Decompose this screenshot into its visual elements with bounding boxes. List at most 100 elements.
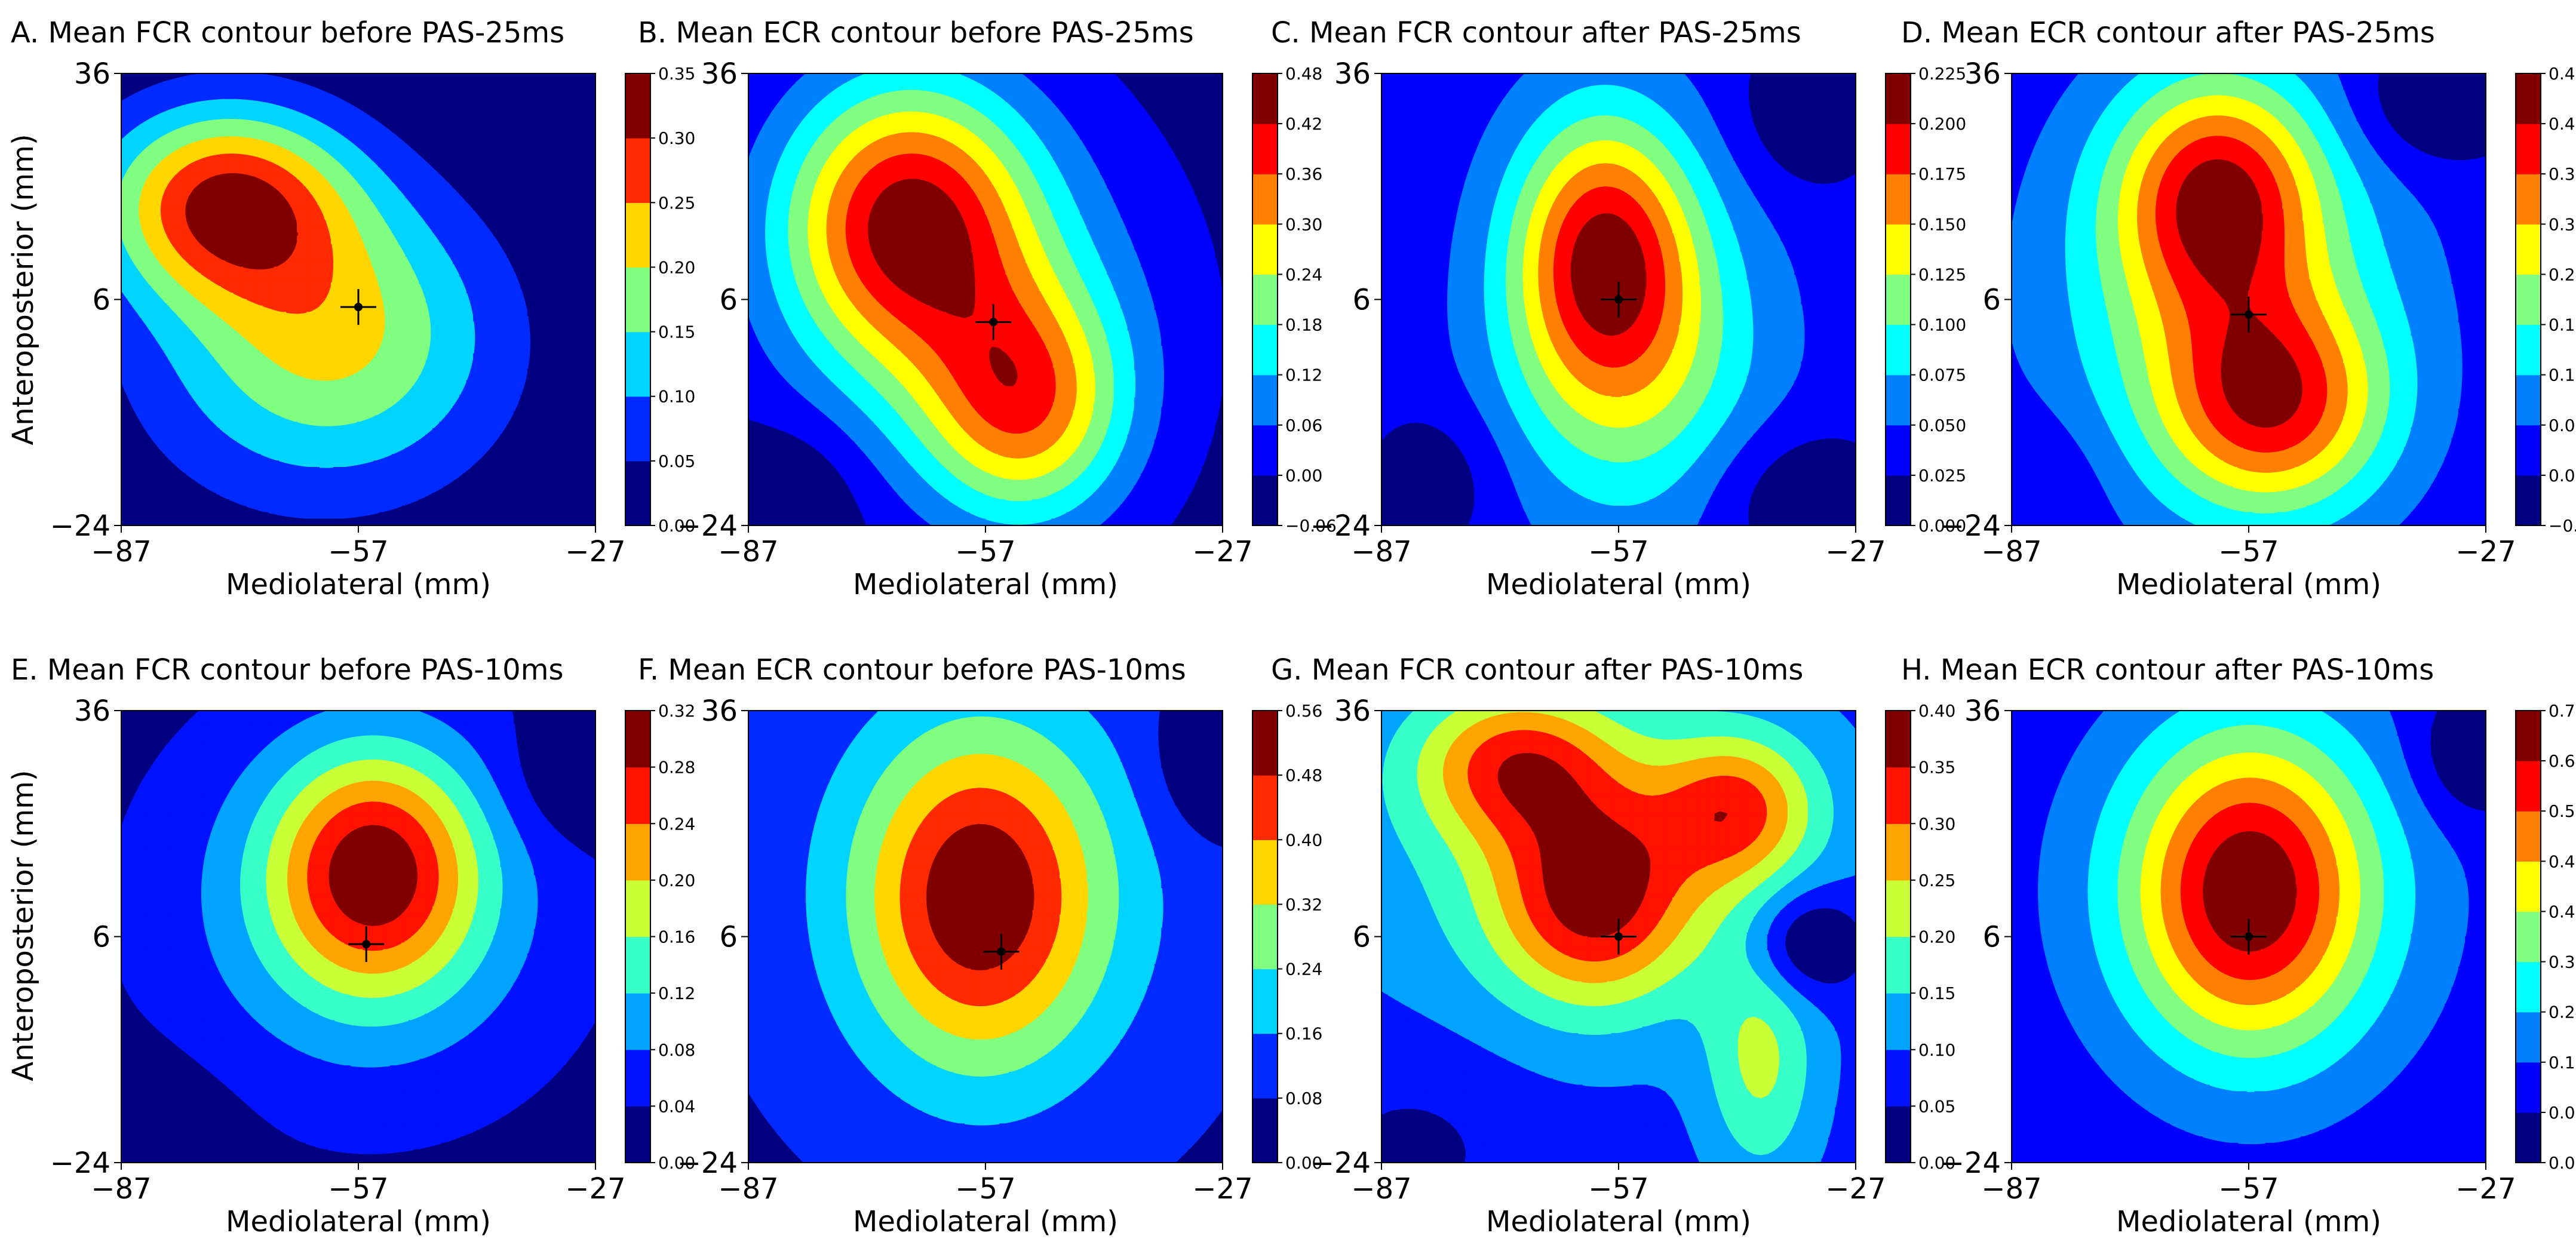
x-tick-label: −87	[718, 535, 778, 568]
colorbar-tick-label: 0.12	[1285, 365, 1322, 385]
colorbar-tick-label: 0.35	[658, 64, 695, 84]
colorbar-band	[1252, 73, 1278, 124]
colorbar-tick-label: 0.24	[658, 814, 695, 834]
colorbar-tick-label: 0.10	[1918, 1040, 1955, 1060]
panel-E: −87 −57 −27 36 6 −24 Mediolateral (mm) E. Mean …	[11, 653, 695, 1238]
x-tick-label: −57	[1588, 535, 1648, 568]
hotspot-marker-H	[2231, 918, 2267, 955]
panel-title: F. Mean ECR contour before PAS-10ms	[638, 653, 1186, 687]
colorbar-band	[1252, 374, 1278, 426]
x-tick-label: −87	[91, 1172, 151, 1206]
colorbar-band	[1886, 374, 1911, 426]
colorbar-band	[2516, 274, 2541, 325]
colorbar-tick-label: 0.28	[658, 758, 695, 777]
colorbar-band	[1252, 124, 1278, 174]
colorbar-H: 0.00 0.08 0.16 0.24 0.32 0.40 0.48 0.56 0.64 0.72	[2515, 701, 2576, 1173]
hotspot-marker-E	[348, 926, 385, 963]
x-tick-label: −27	[2455, 1172, 2516, 1206]
y-tick-label: 6	[1352, 284, 1371, 317]
colorbar-band	[1886, 823, 1911, 881]
colorbar-D: −0.06 0.00 0.06 0.12 0.18 0.24 0.30 0.36 0.42 0.4…	[2515, 64, 2576, 536]
colorbar-tick-label: 0.16	[658, 927, 695, 947]
contour-fill-H	[2012, 711, 2486, 1163]
colorbar-band	[625, 396, 650, 462]
colorbar-A: 0.00 0.05 0.10 0.15 0.20 0.25 0.30 0.35	[625, 64, 695, 536]
colorbar-band	[1886, 993, 1911, 1050]
colorbar-band	[1886, 880, 1911, 938]
panel-title: A. Mean FCR contour before PAS-25ms	[11, 16, 564, 50]
colorbar-band	[625, 73, 650, 139]
colorbar-tick-label: 0.100	[1918, 315, 1966, 335]
x-tick-label: −57	[328, 1172, 388, 1206]
colorbar-band	[1886, 936, 1911, 994]
colorbar-band	[1886, 224, 1911, 275]
x-tick-label: −27	[1825, 1172, 1886, 1206]
colorbar-tick-label: 0.00	[2549, 466, 2576, 485]
colorbar-band	[2516, 73, 2541, 124]
colorbar-E: 0.00 0.04 0.08 0.12 0.16 0.20 0.24 0.28 0.32	[625, 701, 695, 1173]
colorbar-tick-label: 0.40	[1918, 701, 1955, 721]
colorbar-tick-label: 0.20	[658, 257, 695, 277]
panel-title: G. Mean FCR contour after PAS-10ms	[1271, 653, 1803, 687]
x-tick-label: −27	[1192, 1172, 1252, 1206]
colorbar-band	[1886, 1049, 1911, 1106]
colorbar-F: 0.00 0.08 0.16 0.24 0.32 0.40 0.48 0.56	[1252, 701, 1322, 1173]
x-axis-label: Mediolateral (mm)	[853, 568, 1118, 601]
colorbar-tick-label: 0.25	[1918, 871, 1955, 890]
colorbar-band	[2516, 174, 2541, 225]
contour-fill-F	[748, 711, 1223, 1163]
x-axis-label: Mediolateral (mm)	[2116, 568, 2381, 601]
colorbar-band	[1252, 840, 1278, 905]
y-tick-label: −24	[1941, 509, 2001, 543]
y-tick-label: 6	[719, 284, 738, 317]
colorbar-tick-label: 0.30	[1918, 814, 1955, 834]
colorbar-tick-label: 0.25	[658, 193, 695, 213]
x-axis-label: Mediolateral (mm)	[1486, 1205, 1751, 1238]
x-tick-label: −57	[2218, 1172, 2279, 1206]
panel-B: −87 −57 −27 36 6 −24 Mediolateral (mm) B. Mean …	[638, 16, 1337, 601]
colorbar-band	[1252, 174, 1278, 225]
colorbar-G: 0.00 0.05 0.10 0.15 0.20 0.25 0.30 0.35 0.40	[1885, 701, 1955, 1173]
colorbar-tick-label: 0.175	[1918, 164, 1966, 184]
colorbar-tick-label: 0.16	[1285, 1024, 1322, 1044]
colorbar-band	[2516, 911, 2541, 963]
hotspot-marker-B	[975, 304, 1012, 340]
y-tick-label: 6	[719, 921, 738, 954]
colorbar-tick-label: 0.40	[1285, 830, 1322, 850]
contour-fill-G	[1381, 711, 1856, 1163]
colorbar-tick-label: 0.000	[1918, 516, 1966, 536]
colorbar-tick-label: 0.075	[1918, 365, 1966, 385]
colorbar-tick-label: 0.00	[1285, 1153, 1322, 1173]
colorbar-tick-label: 0.48	[2549, 852, 2576, 871]
panel-A: −87 −57 −27 36 6 −24 Mediolateral (mm) A. Mean …	[11, 16, 695, 601]
contour-fill-A	[121, 73, 595, 525]
colorbar-tick-label: 0.06	[1285, 416, 1322, 435]
colorbar-band	[1252, 775, 1278, 840]
y-tick-label: 36	[1334, 694, 1371, 728]
y-tick-label: −24	[50, 509, 110, 543]
colorbar-tick-label: 0.16	[2549, 1053, 2576, 1072]
colorbar-band	[625, 767, 650, 824]
colorbar-tick-label: 0.24	[2549, 265, 2576, 284]
colorbar-tick-label: 0.32	[658, 701, 695, 721]
colorbar-tick-label: 0.42	[1285, 114, 1322, 134]
y-tick-label: 36	[701, 57, 738, 91]
y-tick-label: −24	[1941, 1147, 2001, 1180]
colorbar-band	[625, 936, 650, 994]
colorbar-tick-label: 0.32	[2549, 952, 2576, 972]
colorbar-tick-label: 0.48	[1285, 766, 1322, 785]
colorbar-band	[1886, 124, 1911, 174]
y-tick-label: 6	[92, 921, 110, 954]
colorbar-tick-label: 0.04	[658, 1096, 695, 1116]
colorbar-band	[1886, 767, 1911, 824]
colorbar-tick-label: 0.150	[1918, 214, 1966, 234]
colorbar-band	[1886, 274, 1911, 325]
colorbar-tick-label: 0.05	[1918, 1096, 1955, 1116]
colorbar-tick-label: 0.08	[1285, 1089, 1322, 1108]
colorbar-tick-label: 0.64	[2549, 751, 2576, 771]
colorbar-band	[2516, 425, 2541, 476]
x-axis-label: Mediolateral (mm)	[853, 1205, 1118, 1238]
colorbar-band	[2516, 1112, 2541, 1163]
y-axis-label-top: Anteroposterior (mm)	[7, 134, 40, 445]
x-axis-label: Mediolateral (mm)	[226, 1205, 491, 1238]
